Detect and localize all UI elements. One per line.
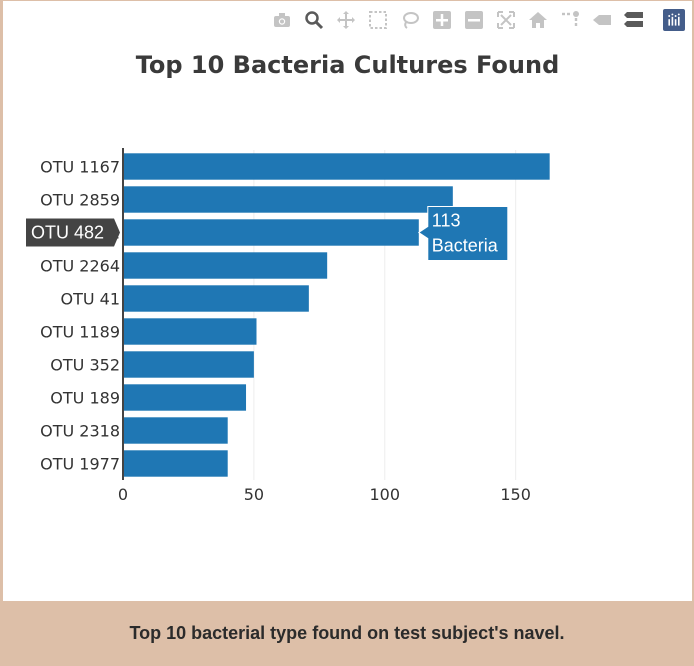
footer-caption: Top 10 bacterial type found on test subj… [129,623,565,643]
bar[interactable] [123,219,419,246]
y-tick-label: OTU 2264 [40,257,120,276]
zoom-out-icon[interactable] [461,7,487,33]
bar[interactable] [123,252,328,279]
bar[interactable] [123,417,228,444]
x-tick-label: 0 [118,485,128,504]
hover-tooltip: 113 Bacteria [417,206,509,261]
y-tick-label: OTU 1167 [40,158,120,177]
chart-panel: Top 10 Bacteria Cultures Found [3,1,692,601]
y-tick-label: OTU 189 [50,389,120,408]
autoscale-icon[interactable] [493,7,519,33]
y-tick-label: OTU 1189 [40,323,120,342]
hover-text: Bacteria [432,236,499,256]
x-tick-label: 100 [369,485,400,504]
pan-icon[interactable] [333,7,359,33]
modebar [269,7,685,33]
zoom-icon[interactable] [301,7,327,33]
bar[interactable] [123,351,254,378]
bar[interactable] [123,186,453,213]
x-tick-label: 50 [244,485,264,504]
camera-icon[interactable] [269,7,295,33]
plotly-logo-icon[interactable] [663,9,685,31]
y-tick-label: OTU 2859 [40,191,120,210]
lasso-select-icon[interactable] [397,7,423,33]
bar-chart[interactable]: OTU 1167 OTU 2859 OTU 482 OTU 2264 OTU 41 OTU… [0,0,694,600]
bar[interactable] [123,285,309,312]
footer: Top 10 bacterial type found on test subj… [0,601,694,666]
hover-value: 113 [432,211,461,231]
bar[interactable] [123,450,228,477]
hover-closest-icon[interactable] [589,7,615,33]
reset-axes-icon[interactable] [525,7,551,33]
bar[interactable] [123,384,247,411]
svg-text:OTU 482: OTU 482 [31,223,104,243]
y-tick-label: OTU 2318 [40,422,120,441]
box-select-icon[interactable] [365,7,391,33]
hover-compare-icon[interactable] [621,7,647,33]
y-tick-label: OTU 1977 [40,455,120,474]
x-tick-label: 150 [500,485,531,504]
chart-title: Top 10 Bacteria Cultures Found [135,51,560,79]
bar[interactable] [123,318,257,345]
y-tick-label: OTU 352 [50,356,120,375]
zoom-in-icon[interactable] [429,7,455,33]
y-tick-label: OTU 41 [60,290,120,309]
hover-axis-label: OTU 482 [26,218,120,247]
bar[interactable] [123,153,550,180]
spike-lines-icon[interactable] [557,7,583,33]
